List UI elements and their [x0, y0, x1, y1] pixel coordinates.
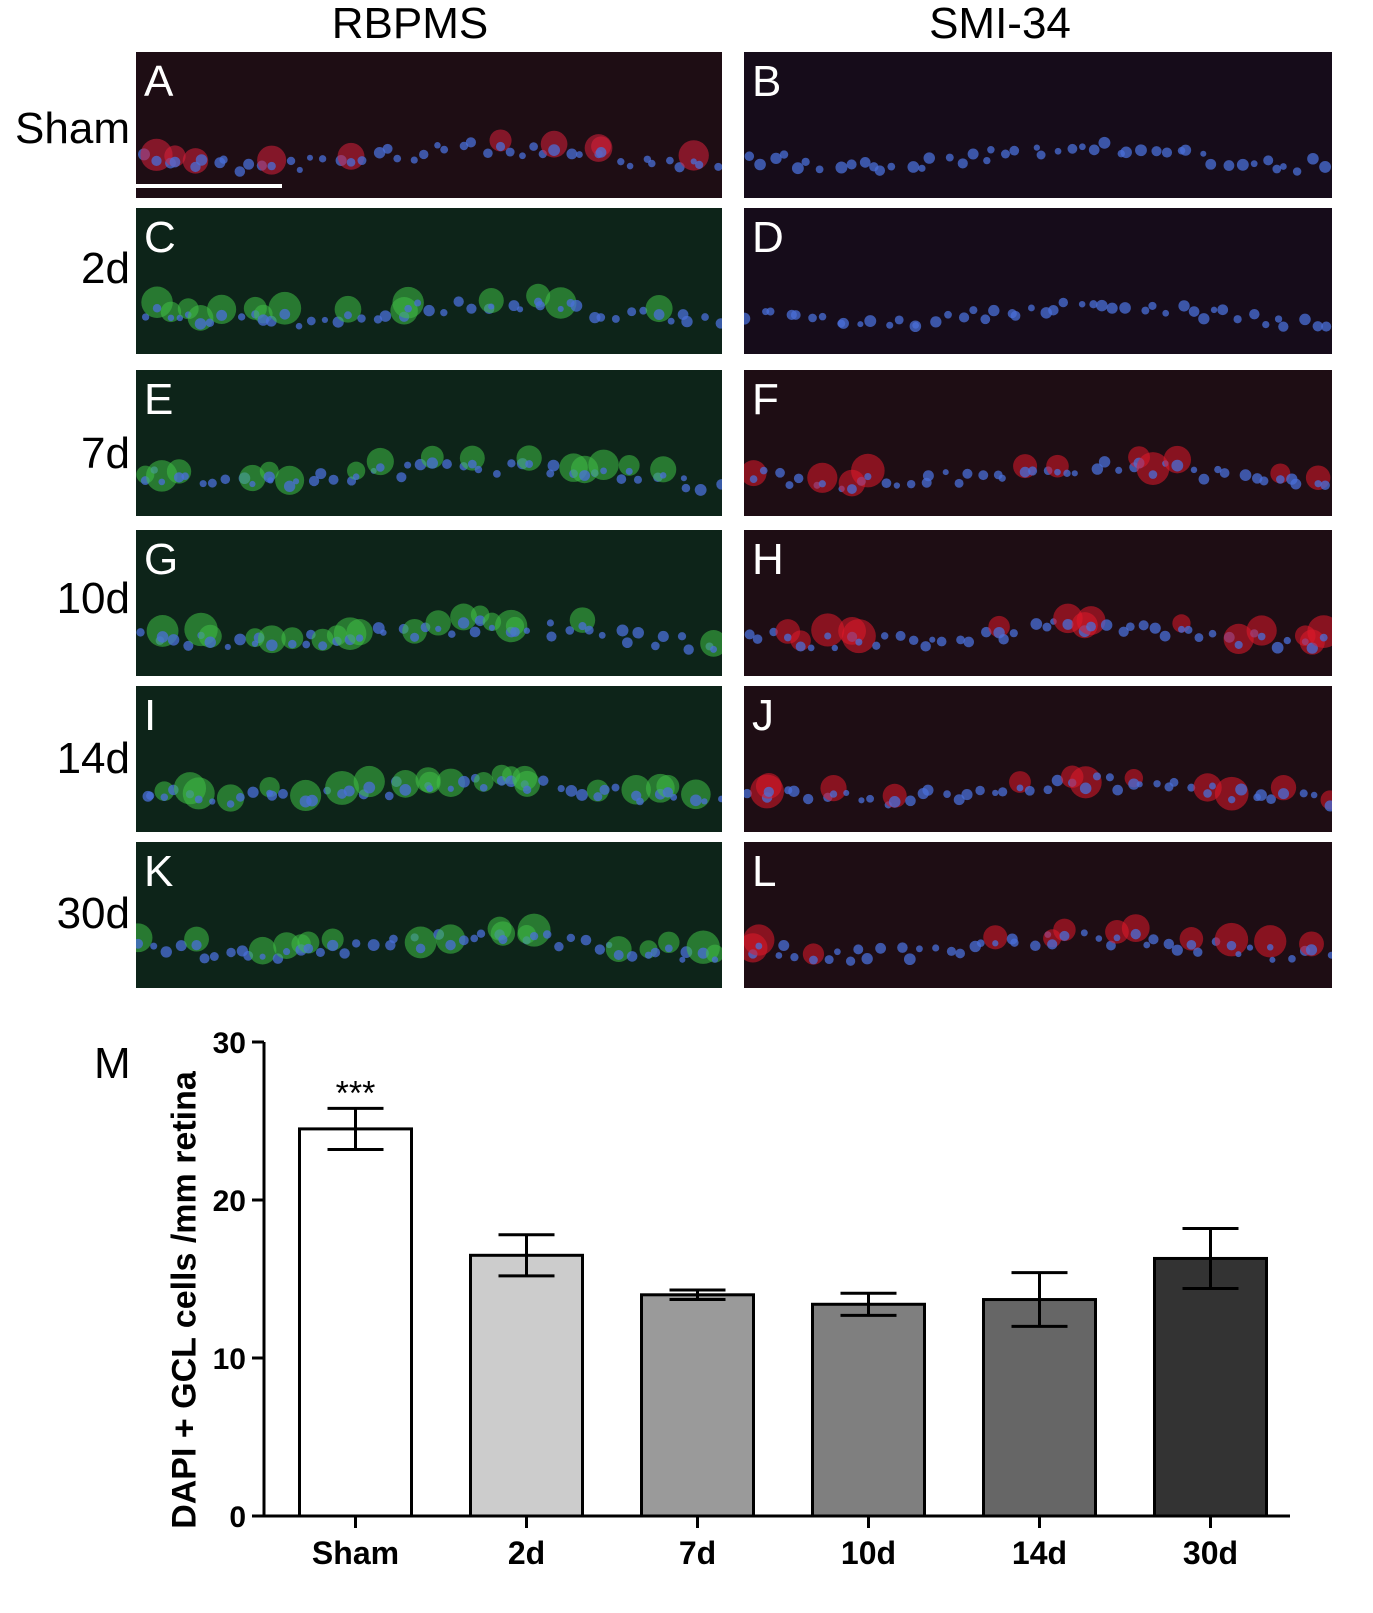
- x-tick-label-30d: 30d: [1183, 1535, 1238, 1571]
- micrograph-panel-f: F: [744, 370, 1332, 516]
- x-tick-label-7d: 7d: [679, 1535, 716, 1571]
- row-label-10d: 10d: [56, 574, 130, 623]
- panel-letter-d: D: [752, 213, 784, 262]
- cell-layer: [141, 283, 722, 331]
- scale-bar: [136, 184, 282, 188]
- cell-layer: [744, 136, 1332, 176]
- bar-7d: [640, 1293, 755, 1518]
- panel-letter-h: H: [752, 535, 784, 584]
- micrograph-panel-k: K: [136, 842, 722, 988]
- panel-letter-m: M: [94, 1039, 131, 1088]
- bar-14d: [982, 1298, 1097, 1518]
- x-tick-label-2d: 2d: [508, 1535, 545, 1571]
- micrograph-panel-e: E: [136, 370, 722, 516]
- row-label-2d: 2d: [81, 244, 130, 293]
- row-label-14d: 14d: [56, 734, 130, 783]
- micrograph-panel-b: B: [744, 52, 1332, 198]
- row-label-30d: 30d: [56, 889, 130, 938]
- y-tick-label-10: 10: [213, 1343, 246, 1376]
- panel-letter-g: G: [144, 535, 179, 584]
- micrograph-panel-l: L: [744, 842, 1332, 988]
- cell-layer: [744, 445, 1331, 497]
- panel-letter-j: J: [752, 691, 774, 740]
- cell-layer: [744, 765, 1332, 812]
- cell-layer: [136, 445, 722, 496]
- cell-layer: [136, 913, 722, 965]
- micrograph-panel-g: G: [136, 530, 722, 676]
- panel-letter-e: E: [144, 375, 174, 424]
- bar-sham: [298, 1127, 413, 1518]
- row-label-sham: Sham: [15, 104, 130, 153]
- panel-letter-b: B: [752, 57, 782, 106]
- panel-letter-f: F: [752, 375, 779, 424]
- micrograph-panel-i: I: [136, 686, 722, 832]
- cell-layer: [744, 603, 1332, 655]
- bar-10d: [811, 1302, 926, 1518]
- cell-layer: [744, 914, 1332, 966]
- cell-layer: [142, 764, 722, 812]
- panel-letter-i: I: [144, 691, 157, 740]
- micrograph-panel-a: A: [136, 52, 722, 198]
- bar-2d: [469, 1253, 584, 1518]
- column-title-smi34: SMI-34: [929, 0, 1071, 48]
- micrograph-panel-h: H: [744, 530, 1332, 676]
- micrograph-panel-c: C: [136, 208, 722, 354]
- cell-layer: [136, 603, 722, 657]
- y-tick-label-0: 0: [229, 1501, 246, 1534]
- panel-letter-c: C: [144, 213, 176, 262]
- x-tick-label-10d: 10d: [841, 1535, 896, 1571]
- y-tick-label-20: 20: [213, 1185, 246, 1218]
- row-label-7d: 7d: [81, 429, 130, 478]
- panel-letter-l: L: [752, 847, 777, 896]
- panel-letter-k: K: [144, 847, 174, 896]
- cell-layer: [744, 297, 1332, 333]
- bar-chart: 0 10 20 30 Sham *** 2d 7d 10d 14d 30d: [213, 1027, 1290, 1571]
- x-tick-label-sham: Sham: [312, 1535, 399, 1571]
- cell-layer: [138, 129, 722, 177]
- significance-annotation: ***: [336, 1074, 376, 1112]
- panel-letter-a: A: [144, 57, 174, 106]
- micrograph-panel-d: D: [744, 208, 1332, 354]
- y-tick-label-30: 30: [213, 1027, 246, 1060]
- column-title-rbpms: RBPMS: [331, 0, 489, 48]
- micrograph-panel-j: J: [744, 686, 1332, 832]
- x-tick-label-14d: 14d: [1012, 1535, 1067, 1571]
- bar-30d: [1153, 1256, 1268, 1518]
